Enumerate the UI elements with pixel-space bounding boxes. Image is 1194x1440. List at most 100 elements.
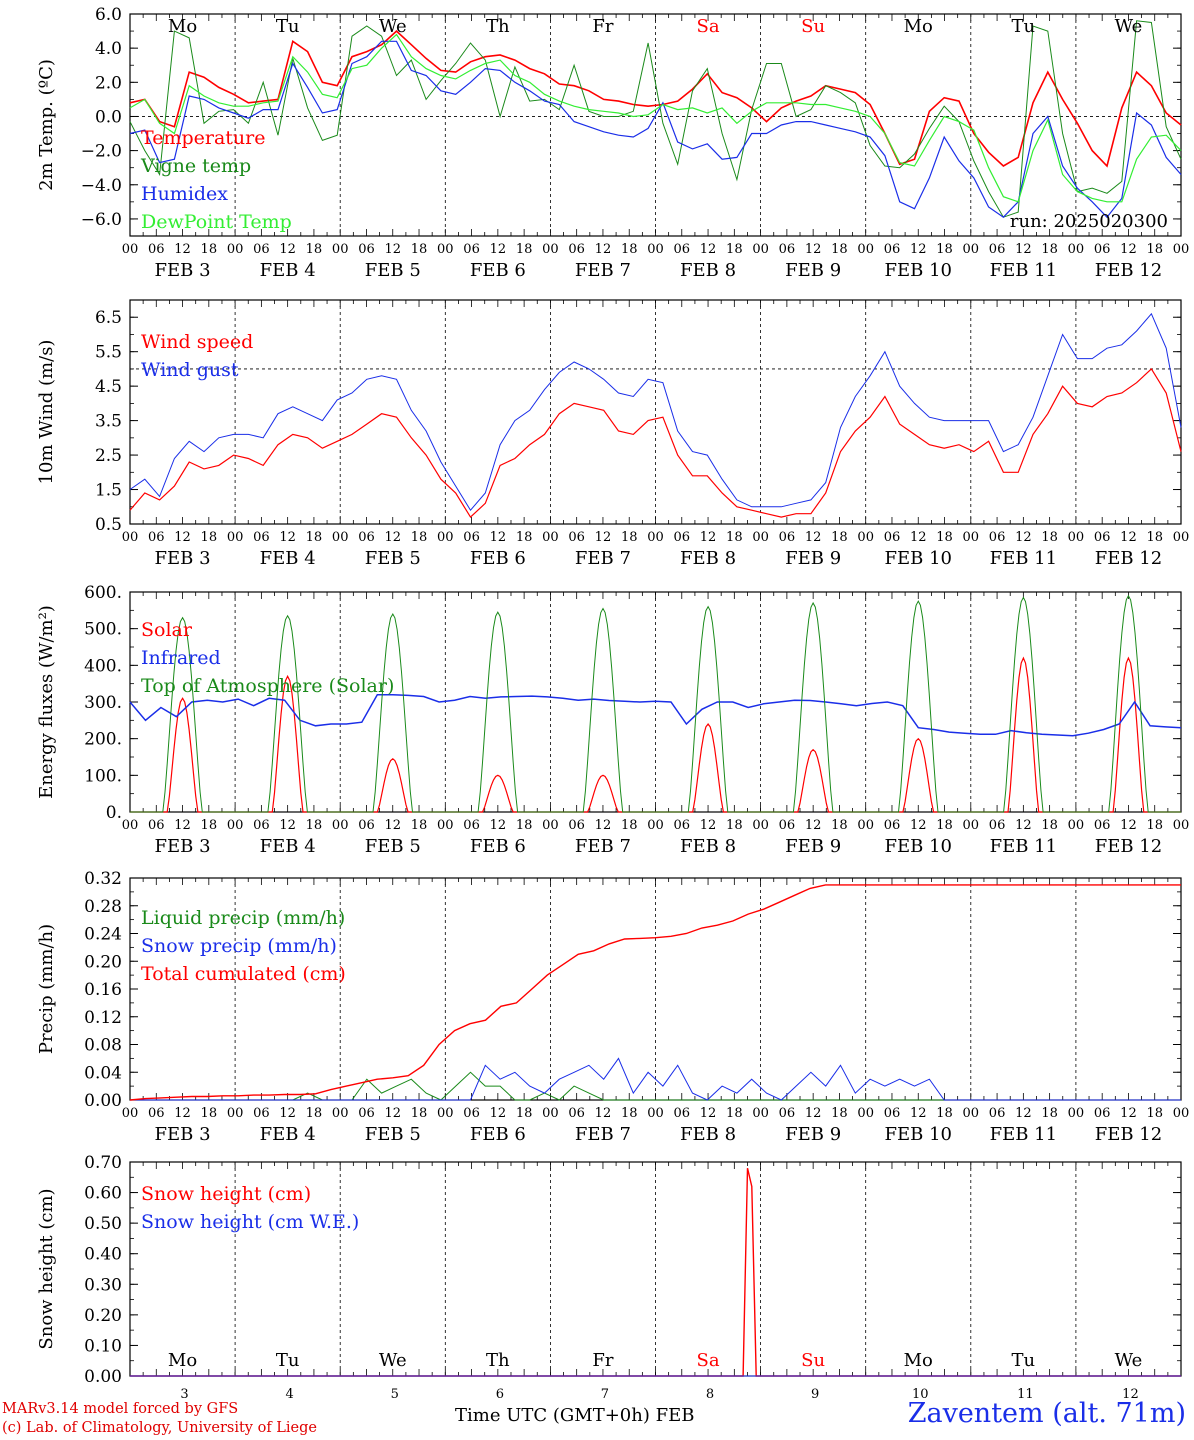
- hour-tick-label: 06: [884, 818, 901, 833]
- hour-tick-label: 12: [910, 1106, 927, 1121]
- y-tick-label: 0.12: [84, 1008, 122, 1028]
- hour-tick-label: 00: [542, 818, 559, 833]
- hour-tick-label: 00: [437, 1106, 454, 1121]
- hour-tick-label: 00: [122, 242, 139, 257]
- legend-label: Snow precip (mm/h): [141, 935, 337, 957]
- hour-tick-label: 18: [831, 242, 848, 257]
- date-label: FEB 11: [990, 260, 1057, 281]
- hour-tick-label: 12: [805, 530, 822, 545]
- hour-tick-label: 00: [857, 242, 874, 257]
- legend-label: Wind speed: [141, 331, 253, 353]
- day-name-label: Mo: [168, 16, 197, 37]
- series-line-total-cumulated-cm-: [129, 884, 1181, 1101]
- legend-label: Temperature: [141, 127, 265, 149]
- hour-tick-label: 06: [253, 530, 270, 545]
- hour-tick-label: 00: [1173, 242, 1190, 257]
- legend-label: Humidex: [141, 183, 228, 205]
- hour-tick-label: 12: [700, 1106, 717, 1121]
- hour-tick-label: 06: [989, 242, 1006, 257]
- hour-tick-label: 18: [411, 530, 428, 545]
- hour-tick-label: 06: [989, 530, 1006, 545]
- y-tick-label: 0.40: [84, 1245, 122, 1265]
- hour-tick-label: 12: [1120, 242, 1137, 257]
- day-number-label: 6: [496, 1387, 504, 1402]
- hour-tick-label: 18: [201, 242, 218, 257]
- y-tick-label: 0.50: [84, 1214, 122, 1234]
- y-axis-label: Snow height (cm): [36, 1188, 57, 1349]
- hour-tick-label: 06: [463, 818, 480, 833]
- hour-tick-label: 06: [884, 242, 901, 257]
- hour-tick-label: 12: [1015, 818, 1032, 833]
- date-label: FEB 9: [785, 1124, 841, 1145]
- hour-tick-label: 00: [1068, 818, 1085, 833]
- hour-tick-label: 06: [779, 530, 796, 545]
- y-axis-label: Precip (mm/h): [36, 924, 57, 1054]
- hour-tick-label: 12: [805, 242, 822, 257]
- hour-tick-label: 12: [1120, 1106, 1137, 1121]
- date-label: FEB 7: [575, 1124, 631, 1145]
- date-label: FEB 7: [575, 260, 631, 281]
- day-name-label: We: [1115, 16, 1143, 37]
- hour-tick-label: 18: [936, 242, 953, 257]
- hour-tick-label: 12: [174, 242, 191, 257]
- date-label: FEB 7: [575, 836, 631, 857]
- day-number-label: 8: [706, 1387, 714, 1402]
- hour-tick-label: 18: [831, 818, 848, 833]
- hour-tick-label: 00: [227, 1106, 244, 1121]
- hour-tick-label: 06: [989, 818, 1006, 833]
- day-name-label: Su: [801, 16, 825, 37]
- date-label: FEB 3: [155, 260, 211, 281]
- hour-tick-label: 12: [1120, 530, 1137, 545]
- date-label: FEB 5: [365, 1124, 421, 1145]
- legend-label: Solar: [141, 619, 193, 641]
- day-name-label: Tu: [276, 1350, 300, 1371]
- hour-tick-label: 00: [227, 818, 244, 833]
- hour-tick-label: 06: [674, 530, 691, 545]
- hour-tick-label: 00: [857, 1106, 874, 1121]
- run-label: run: 2025020300: [1010, 211, 1168, 232]
- station-name: Zaventem (alt. 71m): [907, 1398, 1186, 1429]
- day-number-label: 12: [1122, 1387, 1139, 1402]
- hour-tick-label: 00: [437, 530, 454, 545]
- hour-tick-label: 00: [1173, 818, 1190, 833]
- y-axis-label: Energy fluxes (W/m²): [36, 605, 57, 799]
- hour-tick-label: 18: [516, 242, 533, 257]
- hour-tick-label: 18: [726, 242, 743, 257]
- hour-tick-label: 06: [1094, 530, 1111, 545]
- y-tick-label: 0.32: [84, 869, 122, 889]
- hour-tick-label: 12: [1015, 1106, 1032, 1121]
- hour-tick-label: 06: [358, 1106, 375, 1121]
- hour-tick-label: 00: [542, 1106, 559, 1121]
- hour-tick-label: 18: [621, 242, 638, 257]
- day-name-label: Mo: [904, 1350, 933, 1371]
- y-tick-label: 0.00: [84, 1091, 122, 1111]
- hour-tick-label: 00: [963, 818, 980, 833]
- hour-tick-label: 00: [122, 1106, 139, 1121]
- y-tick-label: 4.0: [95, 39, 122, 59]
- hour-tick-label: 12: [805, 1106, 822, 1121]
- hour-tick-label: 00: [963, 1106, 980, 1121]
- y-tick-label: −6.0: [81, 210, 122, 230]
- hour-tick-label: 06: [148, 530, 165, 545]
- date-label: FEB 10: [885, 1124, 952, 1145]
- legend-label: DewPoint Temp: [141, 211, 292, 233]
- hour-tick-label: 12: [384, 818, 401, 833]
- hour-tick-label: 00: [857, 818, 874, 833]
- series-line-dewpoint-temp: [129, 33, 1182, 203]
- date-label: FEB 4: [260, 836, 316, 857]
- hour-tick-label: 18: [306, 818, 323, 833]
- hour-tick-label: 12: [490, 242, 507, 257]
- date-label: FEB 4: [260, 260, 316, 281]
- y-tick-label: 6.0: [95, 5, 122, 25]
- day-name-label: Mo: [904, 16, 933, 37]
- date-label: FEB 10: [885, 836, 952, 857]
- series-line-humidex: [129, 40, 1182, 219]
- time-axis-label: Time UTC (GMT+0h) FEB: [455, 1405, 695, 1426]
- date-label: FEB 12: [1095, 548, 1162, 569]
- day-name-label: Mo: [168, 1350, 197, 1371]
- hour-tick-label: 06: [148, 1106, 165, 1121]
- hour-tick-label: 00: [122, 530, 139, 545]
- hour-tick-label: 18: [936, 530, 953, 545]
- hour-tick-label: 18: [306, 242, 323, 257]
- date-label: FEB 8: [680, 260, 736, 281]
